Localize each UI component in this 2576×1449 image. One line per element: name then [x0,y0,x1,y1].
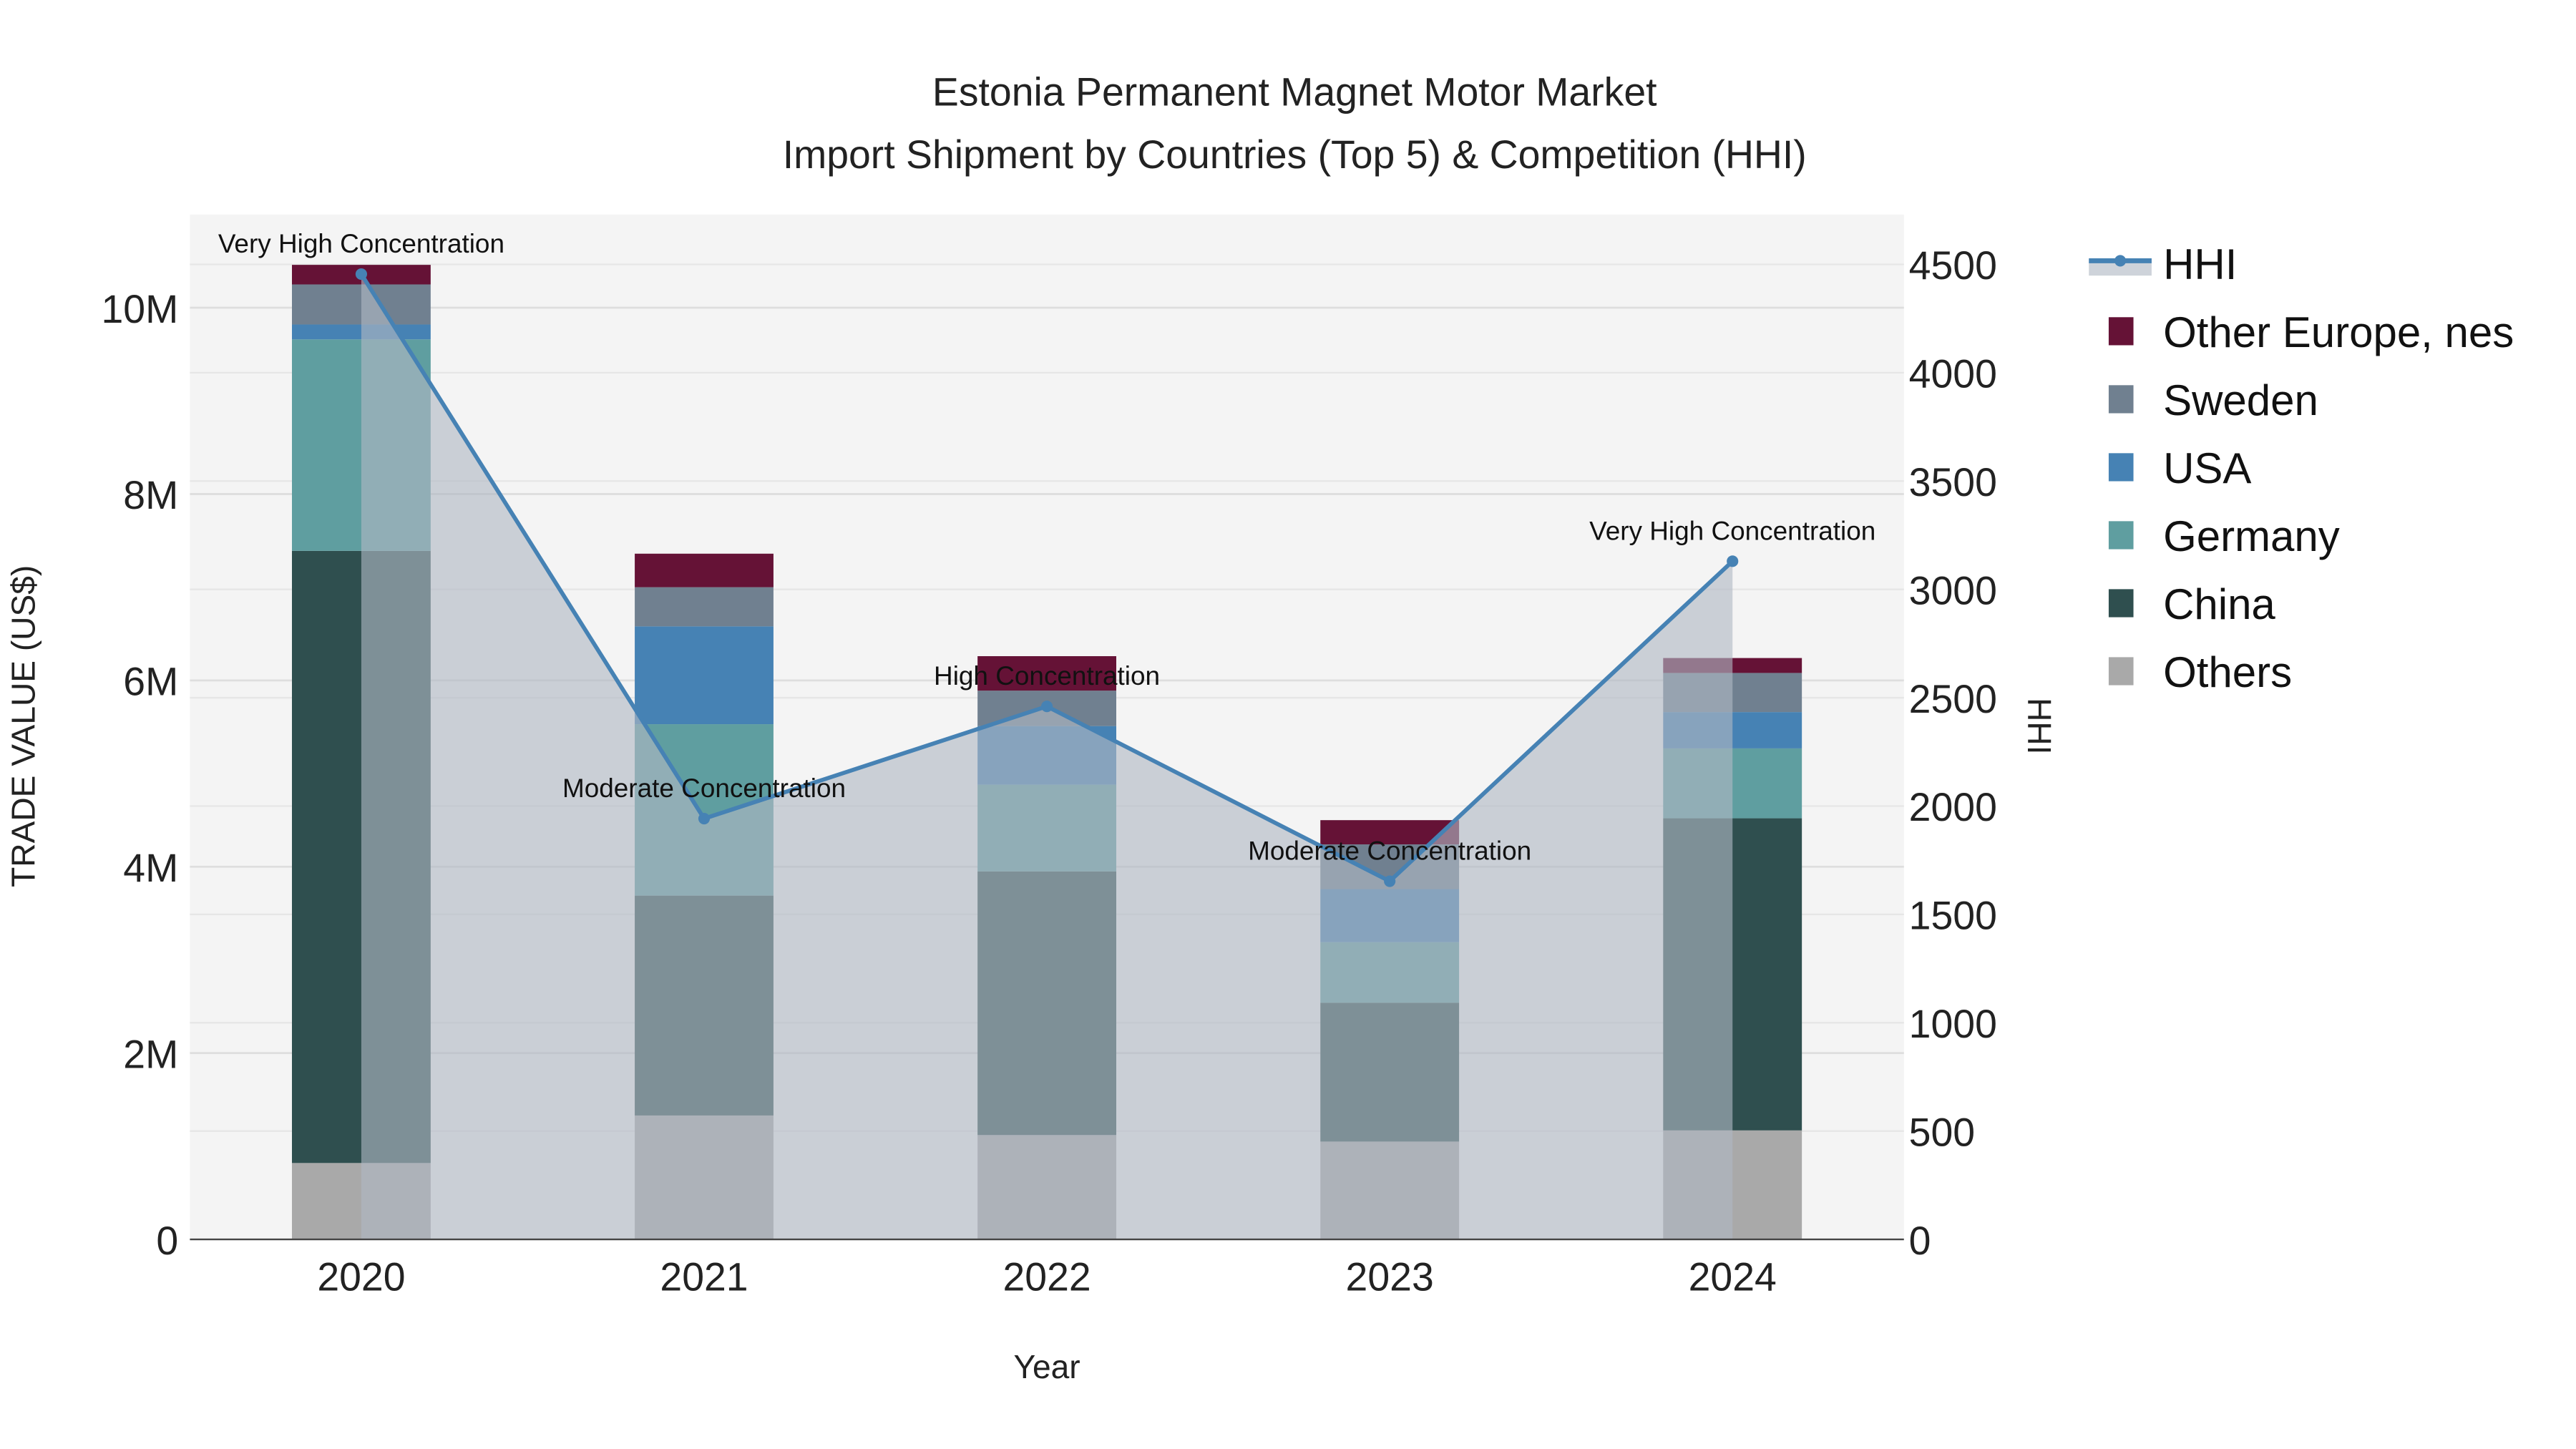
bar-sweden-2021[interactable] [635,587,774,627]
y2-tick-label: 1500 [1909,894,1997,938]
legend-item-sweden[interactable]: Sweden [2108,376,2318,424]
x-tick-label-2021: 2021 [660,1255,748,1299]
y2-tick-label: 2000 [1909,785,1997,829]
legend-item-others[interactable]: Others [2108,648,2292,696]
y-tick-label: 4M [123,846,178,890]
bar-sweden-2020[interactable] [292,284,431,325]
legend-label: Other Europe, nes [2163,308,2514,356]
legend-swatch [2108,657,2134,686]
legend-label: Others [2163,648,2292,696]
y2-tick-label: 3000 [1909,568,1997,613]
hhi-annotation-2020: Very High Concentration [218,229,504,258]
legend-item-china[interactable]: China [2108,580,2276,628]
y-tick-label: 0 [156,1219,178,1263]
legend-swatch [2108,521,2134,550]
hhi-point-2022[interactable] [1041,701,1053,713]
y2-tick-label: 3500 [1909,460,1997,504]
legend-item-usa[interactable]: USA [2108,444,2252,492]
x-axis-label: Year [1013,1348,1080,1385]
hhi-point-2020[interactable] [355,268,367,280]
hhi-annotation-2023: Moderate Concentration [1248,836,1531,866]
hhi-annotation-2022: High Concentration [934,661,1160,691]
legend-swatch [2108,385,2134,414]
y2-tick-label: 0 [1909,1219,1931,1263]
chart-title-line1: Estonia Permanent Magnet Motor Market [932,70,1657,114]
y2-tick-label: 4500 [1909,243,1997,288]
y2-tick-label: 4000 [1909,352,1997,396]
x-tick-label-2023: 2023 [1346,1255,1434,1299]
x-tick-label-2024: 2024 [1689,1255,1777,1299]
y-tick-label: 2M [123,1032,178,1076]
y2-tick-label: 500 [1909,1110,1975,1154]
hhi-point-2024[interactable] [1727,555,1739,567]
y-axis-label: TRADE VALUE (US$) [4,565,42,887]
legend-item-germany[interactable]: Germany [2108,512,2340,560]
y2-tick-label: 2500 [1909,677,1997,721]
legend-label: USA [2163,444,2251,492]
x-tick-label-2020: 2020 [317,1255,405,1299]
hhi-point-2023[interactable] [1384,875,1396,887]
legend-item-hhi[interactable]: HHI [2089,240,2237,288]
bar-usa-2021[interactable] [635,626,774,725]
legend-label: HHI [2163,240,2237,288]
legend-label: China [2163,580,2275,628]
legend-label: Sweden [2163,376,2318,424]
hhi-area [361,274,1733,1240]
legend-swatch [2108,453,2134,482]
y-tick-label: 8M [123,473,178,517]
legend-hhi-marker-icon [2114,255,2127,267]
y2-tick-label: 1000 [1909,1002,1997,1046]
hhi-annotation-2024: Very High Concentration [1589,516,1875,545]
y-tick-label: 6M [123,660,178,704]
bar-other-europe-nes-2021[interactable] [635,553,774,587]
bar-usa-2020[interactable] [292,324,431,340]
legend-item-other-europe-nes[interactable]: Other Europe, nes [2108,308,2514,356]
y2-axis-label: HHI [2021,698,2058,754]
y-tick-label: 10M [101,287,178,331]
hhi-annotation-2021: Moderate Concentration [562,774,846,803]
chart-title-line2: Import Shipment by Countries (Top 5) & C… [783,132,1807,177]
legend-label: Germany [2163,512,2340,560]
bar-other-europe-nes-2022[interactable] [977,656,1116,691]
hhi-point-2021[interactable] [698,812,711,825]
legend-swatch [2108,589,2134,618]
legend-swatch [2108,317,2134,346]
x-tick-label-2022: 2022 [1002,1255,1091,1299]
